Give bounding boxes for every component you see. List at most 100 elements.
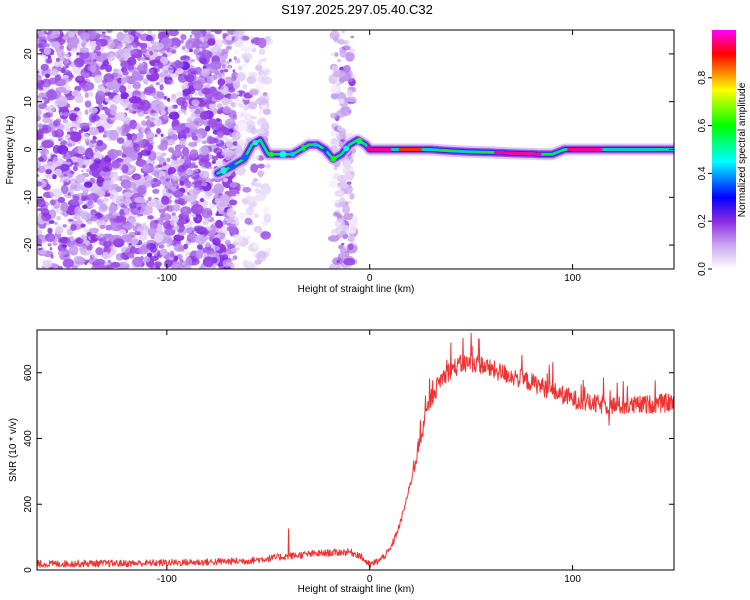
spectrogram-noise-blob xyxy=(41,139,54,149)
spectrogram-noise-blob xyxy=(113,238,125,248)
spectrogram-noise-blob xyxy=(73,148,79,153)
spectrogram-noise-blob xyxy=(170,219,175,226)
spectrogram-ridge-knot xyxy=(241,154,249,161)
spectrogram-noise-blob xyxy=(176,123,186,131)
spectrogram-noise-blob xyxy=(232,79,241,90)
spectrogram-noise-blob xyxy=(248,87,260,96)
spectrogram-noise-blob xyxy=(122,51,132,59)
spectrogram-noise-blob xyxy=(330,93,339,100)
spectrogram-noise-blob xyxy=(179,138,187,144)
spectrogram-noise-blob xyxy=(185,218,189,223)
colorbar-ticks: 0.0 0.2 0.4 0.6 0.8 xyxy=(697,70,712,276)
spectrogram-noise-blob xyxy=(85,39,90,42)
spectrogram-noise-blob xyxy=(46,89,57,100)
spectrogram-noise-blob xyxy=(74,216,78,219)
spectrogram-noise-blob xyxy=(79,83,87,88)
spectrogram-noise-blob xyxy=(133,221,137,227)
spectrogram-noise-blob xyxy=(330,84,342,95)
spectrogram-noise-blob xyxy=(199,265,205,269)
spectrogram-ridge-knot xyxy=(268,151,275,157)
spectrogram-noise-blob xyxy=(92,59,97,63)
spectrogram-noise-blob xyxy=(257,37,267,49)
spectrogram-noise-blob xyxy=(161,195,170,205)
spectrogram-y-tick-label: 20 xyxy=(23,48,34,60)
spectrogram-noise-blob xyxy=(250,127,258,135)
spectrogram-noise-blob xyxy=(116,31,125,42)
spectrogram-noise-blob xyxy=(172,104,178,109)
spectrogram-noise-blob xyxy=(242,64,248,68)
spectrogram-noise-blob xyxy=(41,148,50,156)
spectrogram-noise-blob xyxy=(237,138,243,144)
spectrogram-noise-blob xyxy=(75,157,83,163)
spectrogram-noise-blob xyxy=(79,47,89,54)
spectrogram-noise-blob xyxy=(182,70,188,76)
spectrogram-noise-blob xyxy=(132,187,140,195)
spectrogram-noise-blob xyxy=(60,184,69,194)
spectrogram-noise-blob xyxy=(254,259,262,265)
spectrogram-noise-blob xyxy=(332,172,341,180)
spectrogram-noise-blob xyxy=(159,84,164,91)
spectrogram-noise-blob xyxy=(216,103,223,109)
spectrogram-noise-blob xyxy=(206,236,210,240)
spectrogram-noise-blob xyxy=(233,234,243,244)
colorbar-tick-label: 0.2 xyxy=(697,214,708,228)
spectrogram-marks xyxy=(37,30,674,269)
spectrogram-noise-blob xyxy=(221,149,234,157)
spectrogram-noise-blob xyxy=(115,186,123,192)
spectrogram-noise-blob xyxy=(42,260,48,264)
spectrogram-noise-blob xyxy=(214,198,221,204)
spectrogram-noise-blob xyxy=(88,91,94,97)
spectrogram-noise-blob xyxy=(203,172,208,178)
spectrogram-noise-blob xyxy=(193,92,199,96)
spectrogram-noise-blob xyxy=(174,150,180,157)
spectrogram-ridge-knot xyxy=(252,140,259,146)
spectrogram-ridge-knot xyxy=(289,152,296,157)
spectrogram-noise-blob xyxy=(232,69,236,73)
spectrogram-noise-blob xyxy=(120,77,128,84)
spectrogram-noise-blob xyxy=(49,68,59,76)
spectrogram-noise-blob xyxy=(120,246,131,254)
spectrogram-noise-blob xyxy=(133,249,140,254)
spectrogram-noise-blob xyxy=(139,95,147,101)
spectrogram-noise-blob xyxy=(104,233,109,238)
spectrogram-noise-blob xyxy=(248,101,258,110)
spectrogram-noise-blob xyxy=(64,53,70,57)
spectrogram-noise-blob xyxy=(168,30,179,37)
spectrogram-noise-blob xyxy=(217,78,226,87)
spectrogram-noise-blob xyxy=(343,159,352,171)
spectrogram-noise-blob xyxy=(234,263,240,267)
spectrogram-noise-blob xyxy=(182,100,188,108)
spectrogram-noise-blob xyxy=(106,39,116,50)
spectrogram-noise-blob xyxy=(87,199,93,206)
spectrogram-noise-blob xyxy=(147,200,158,208)
spectrogram-noise-blob xyxy=(67,218,74,222)
spectrogram-noise-blob xyxy=(37,233,44,240)
spectrogram-noise-blob xyxy=(76,145,86,155)
spectrogram-noise-blob xyxy=(108,204,117,214)
spectrogram-noise-blob xyxy=(63,173,68,177)
spectrogram-noise-blob xyxy=(213,91,225,100)
spectrogram-noise-blob xyxy=(80,223,86,228)
spectrogram-noise-blob xyxy=(137,246,148,255)
spectrogram-noise-blob xyxy=(213,246,221,251)
spectrogram-noise-blob xyxy=(207,51,213,58)
spectrogram-noise-blob xyxy=(41,212,52,222)
spectrogram-noise-blob xyxy=(234,122,248,132)
spectrogram-noise-blob xyxy=(162,162,167,166)
spectrogram-noise-blob xyxy=(255,64,263,72)
colorbar: 0.0 0.2 0.4 0.6 0.8 Normalized spectral ampl… xyxy=(697,30,748,276)
spectrogram-noise-blob xyxy=(231,130,241,141)
spectrogram-noise-blob xyxy=(214,243,226,254)
spectrogram-noise-blob xyxy=(90,215,98,222)
spectrogram-noise-blob xyxy=(84,109,89,115)
spectrogram-noise-blob xyxy=(191,99,200,106)
spectrogram-noise-blob xyxy=(337,124,343,132)
spectrogram-noise-blob xyxy=(50,199,56,206)
spectrogram-noise-blob xyxy=(203,256,214,268)
spectrogram-noise-blob xyxy=(185,74,195,83)
spectrogram-noise-blob xyxy=(67,31,76,38)
spectrogram-noise-blob xyxy=(242,84,248,90)
spectrogram-noise-blob xyxy=(201,140,207,145)
spectrogram-noise-blob xyxy=(77,77,82,81)
